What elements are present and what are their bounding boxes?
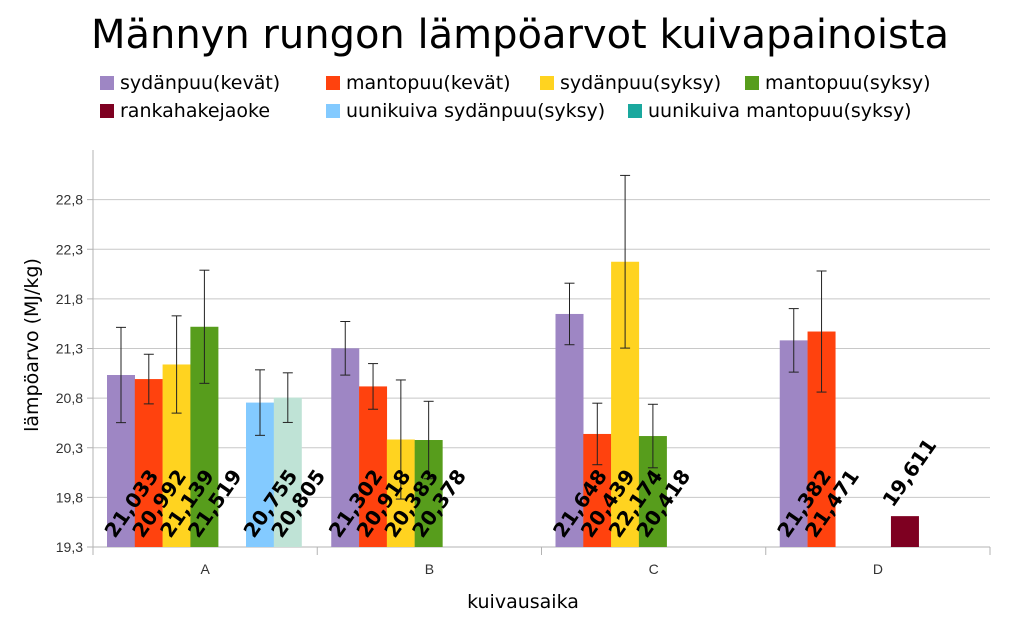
y-tick-label: 20,8 <box>56 390 83 406</box>
error-bars <box>116 174 827 500</box>
bar <box>359 386 388 547</box>
legend-entry: sydänpuu(kevät) <box>120 72 280 94</box>
legend-swatch <box>326 104 340 118</box>
chart-title: Männyn rungon lämpöarvot kuivapainoista <box>91 12 949 58</box>
x-category-label: C <box>649 561 659 577</box>
legend-entry: uunikuiva mantopuu(syksy) <box>648 100 912 122</box>
legend-swatch <box>100 104 114 118</box>
y-tick-label: 19,3 <box>56 539 83 555</box>
legend-swatch <box>100 76 114 90</box>
y-tick-label: 21,8 <box>56 291 83 307</box>
legend-entry: mantopuu(syksy) <box>765 72 931 94</box>
y-tick-label: 19,8 <box>56 489 83 505</box>
x-axis-categories: A B C D <box>200 561 882 577</box>
legend-swatch <box>540 76 554 90</box>
bar <box>555 313 584 547</box>
legend-entry: sydänpuu(syksy) <box>560 72 721 94</box>
y-axis-label: lämpöarvo (MJ/kg) <box>21 258 43 432</box>
y-tick-label: 21,3 <box>56 341 83 357</box>
bar <box>331 348 360 547</box>
legend: sydänpuu(kevät) mantopuu(kevät) sydänpuu(s… <box>100 72 931 122</box>
x-category-label: D <box>873 561 883 577</box>
y-tick-label: 22,3 <box>56 241 83 257</box>
legend-entry: rankahakejaoke <box>120 100 270 122</box>
y-axis-ticks: 19,3 19,8 20,3 20,8 21,3 21,8 22,3 22,8 <box>56 192 83 555</box>
bar <box>779 340 808 547</box>
y-tick-label: 22,8 <box>56 192 83 208</box>
legend-entry: mantopuu(kevät) <box>346 72 511 94</box>
legend-swatch <box>628 104 642 118</box>
x-category-label: A <box>200 561 210 577</box>
data-label: 19,611 <box>877 434 941 511</box>
bars <box>107 261 919 547</box>
legend-entry: uunikuiva sydänpuu(syksy) <box>346 100 605 122</box>
bar <box>134 379 163 547</box>
x-category-label: B <box>425 561 434 577</box>
bar <box>890 516 919 547</box>
legend-swatch <box>745 76 759 90</box>
y-tick-label: 20,3 <box>56 440 83 456</box>
x-axis-label: kuivausaika <box>467 591 579 613</box>
gridlines <box>87 150 991 555</box>
legend-swatch <box>326 76 340 90</box>
